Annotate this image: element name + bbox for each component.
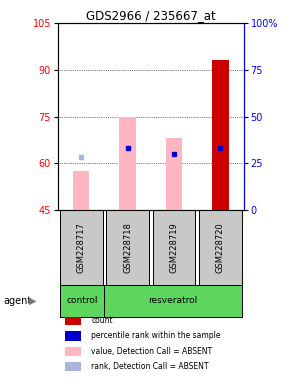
Bar (66, 362, 81, 371)
Text: rank, Detection Call = ABSENT: rank, Detection Call = ABSENT (91, 362, 209, 371)
Text: count: count (91, 316, 113, 325)
Text: GSM228718: GSM228718 (123, 222, 132, 273)
Bar (73, 171, 89, 210)
Text: control: control (66, 296, 98, 305)
Bar (153, 210, 195, 285)
Title: GDS2966 / 235667_at: GDS2966 / 235667_at (86, 9, 216, 22)
Bar (106, 210, 149, 285)
Bar (166, 139, 182, 210)
Text: ▶: ▶ (29, 296, 37, 306)
Bar (212, 60, 229, 210)
Bar (104, 285, 242, 317)
Text: agent: agent (3, 296, 31, 306)
Text: GSM228719: GSM228719 (169, 222, 179, 273)
Text: GSM228720: GSM228720 (216, 222, 225, 273)
Text: resveratrol: resveratrol (148, 296, 198, 305)
Text: value, Detection Call = ABSENT: value, Detection Call = ABSENT (91, 347, 213, 356)
Bar (60, 285, 104, 317)
Bar (119, 117, 136, 210)
Text: GSM228717: GSM228717 (77, 222, 86, 273)
Text: percentile rank within the sample: percentile rank within the sample (91, 331, 221, 340)
Bar (66, 347, 81, 356)
Bar (66, 331, 81, 341)
Bar (66, 316, 81, 325)
Bar (60, 210, 103, 285)
Bar (199, 210, 242, 285)
